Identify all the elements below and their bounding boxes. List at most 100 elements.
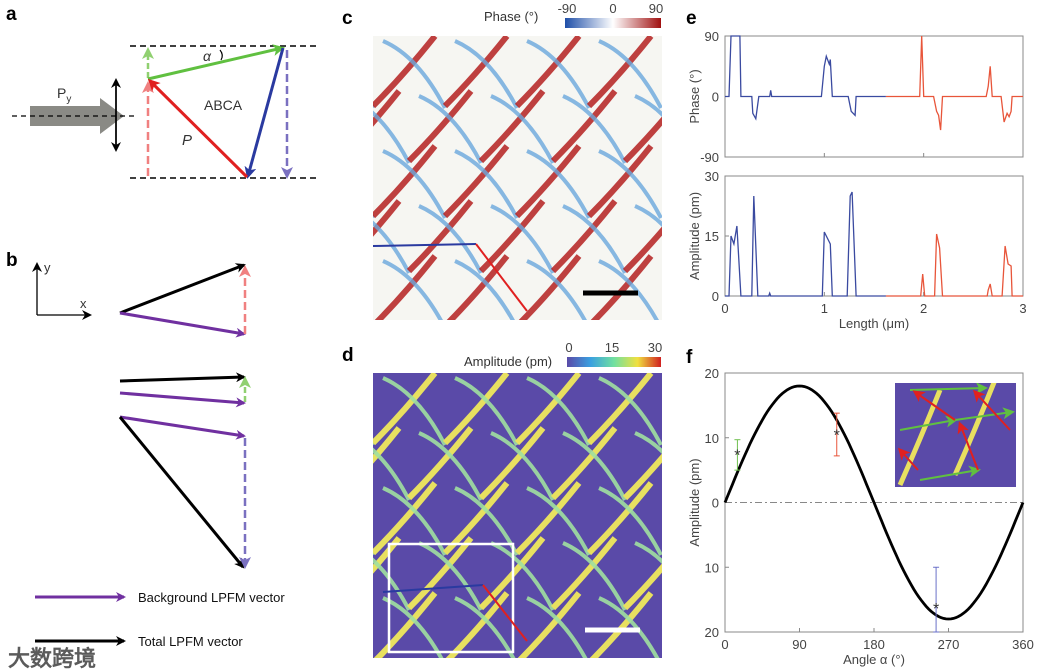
phase-colorbar-tick: 0	[609, 1, 616, 16]
phase-map-domains	[301, 36, 662, 328]
red-domain-wall	[373, 199, 402, 237]
red-domain-wall	[374, 254, 438, 320]
red-domain-wall	[406, 199, 474, 274]
y-tick-label: 0	[712, 90, 719, 105]
blue-domain-wall	[634, 94, 662, 118]
blue-domain-wall	[634, 204, 662, 228]
x-tick-label: 0	[721, 301, 728, 316]
background-vector-3	[119, 415, 246, 440]
x-tick-label: 270	[938, 637, 960, 652]
x-tick-label: 180	[863, 637, 885, 652]
domain-wall	[550, 426, 618, 501]
domain-wall	[301, 373, 363, 443]
inset-vector-arrow	[972, 389, 1011, 431]
domain-wall	[490, 541, 555, 611]
inset-vector-arrow	[919, 465, 981, 481]
red-domain-wall	[550, 89, 618, 164]
data-point-marker: *	[834, 428, 840, 445]
red-domain-wall	[622, 226, 662, 274]
domain-wall	[622, 453, 662, 501]
blue-domain-wall	[598, 259, 659, 320]
y-tick-label: 0	[712, 496, 719, 511]
blue-domain-wall	[418, 94, 483, 164]
x-tick-label: 360	[1012, 637, 1034, 652]
domain-wall	[454, 376, 519, 446]
y-tick-label: 20	[705, 366, 719, 381]
domain-wall	[373, 536, 402, 574]
py-label: Py	[57, 85, 71, 105]
red-domain-wall	[622, 116, 662, 164]
series-line	[725, 191, 886, 297]
red-domain-wall	[373, 89, 402, 127]
x-axis-label: Length (μm)	[839, 316, 909, 331]
domain-wall	[454, 596, 516, 658]
domain-wall	[952, 383, 997, 477]
blue-domain-wall	[373, 220, 411, 274]
inset-vector-arrow	[954, 407, 1015, 421]
domain-wall	[478, 536, 546, 611]
domain-wall	[562, 541, 627, 611]
blue-domain-wall	[382, 39, 447, 109]
blue-domain-wall	[373, 110, 411, 164]
domain-wall	[373, 550, 375, 555]
y-axis-label: Phase (°)	[687, 69, 702, 123]
alpha-angle-arc	[219, 49, 223, 61]
domain-wall	[514, 373, 582, 446]
domain-wall	[373, 373, 438, 446]
panel-label-b: b	[6, 250, 18, 271]
inset-vector-arrow	[909, 383, 988, 395]
y-tick-label: 10	[705, 560, 719, 575]
alpha-label: α	[203, 48, 212, 64]
red-domain-wall	[586, 144, 654, 219]
inset-vector-arrow	[899, 415, 958, 431]
blue-domain-wall	[454, 39, 519, 109]
blue-domain-wall	[598, 39, 662, 109]
domain-wall	[526, 486, 591, 556]
domain-wall	[526, 376, 591, 446]
domain-wall	[373, 481, 438, 556]
red-domain-wall	[373, 36, 438, 109]
y-axis-label: y	[44, 260, 51, 275]
total-vector-2	[119, 372, 246, 383]
red-domain-wall	[586, 36, 654, 109]
domain-wall	[598, 596, 660, 658]
domain-wall	[301, 483, 363, 553]
red-domain-wall	[301, 256, 363, 326]
p-label: P	[182, 132, 192, 149]
panel-label-a: a	[6, 4, 17, 25]
profile-line-red-d	[482, 584, 528, 642]
red-domain-wall	[518, 254, 582, 320]
profile-line-blue-d	[382, 584, 484, 593]
red-domain-wall	[550, 199, 618, 274]
panel-label-e: e	[686, 8, 697, 29]
phase-colorbar-tick: 90	[649, 1, 663, 16]
series-line	[725, 35, 886, 121]
domain-wall	[598, 486, 662, 556]
axes-frame	[724, 175, 1024, 297]
domain-wall	[418, 541, 483, 611]
domain-wall	[311, 598, 373, 665]
domain-wall	[622, 563, 662, 611]
blue-domain-wall	[418, 204, 483, 274]
profile-line-blue	[372, 243, 477, 247]
domain-wall	[550, 536, 618, 611]
blue-domain-wall	[311, 261, 373, 328]
domain-wall	[406, 426, 474, 501]
total-vector-1	[119, 263, 246, 315]
domain-wall	[373, 440, 375, 445]
blue-domain-wall	[490, 204, 555, 274]
green-vector-arrow	[147, 44, 285, 81]
legend-background-label: Background LPFM vector	[138, 590, 285, 605]
red-vector-arrow	[147, 78, 249, 179]
domain-wall	[634, 541, 662, 565]
inset-vector-arrow	[897, 447, 919, 471]
panel-d: d Amplitude (pm) 0 15 30	[301, 340, 662, 665]
blue-domain-wall	[382, 259, 443, 320]
domain-wall	[373, 426, 402, 464]
red-domain-wall	[406, 89, 474, 164]
blue-domain-wall	[562, 204, 627, 274]
blue-domain-wall	[490, 94, 555, 164]
inset-region-box	[387, 542, 515, 654]
